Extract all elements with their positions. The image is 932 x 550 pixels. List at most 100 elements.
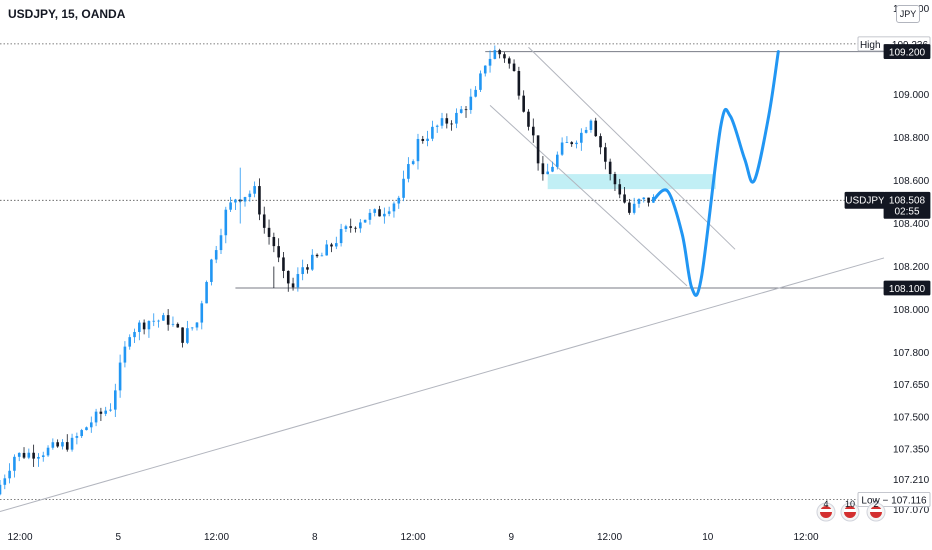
- candle-body: [291, 283, 295, 288]
- y-tick-label: 108.600: [893, 176, 930, 187]
- candle-body: [205, 281, 208, 304]
- event-count: 10: [845, 499, 855, 509]
- y-tick-label: 108.400: [893, 219, 930, 230]
- candle-body: [580, 132, 583, 143]
- candle-body: [296, 274, 300, 288]
- candle-body: [503, 54, 506, 59]
- symbol-tag-text: USDJPY: [845, 195, 885, 206]
- candle-body: [267, 227, 271, 237]
- candle-body: [310, 254, 314, 270]
- candle-body: [623, 194, 626, 203]
- y-tick-label: 107.210: [893, 475, 930, 486]
- price-tags: High − 109.236109.200USDJPY108.50802:551…: [816, 36, 931, 522]
- candle-body: [546, 171, 549, 175]
- candle-body: [0, 484, 2, 495]
- candle-body: [61, 442, 64, 447]
- candle-body: [407, 164, 410, 179]
- candle-body: [373, 209, 377, 213]
- candle-body: [118, 362, 122, 391]
- candle-body: [99, 411, 103, 414]
- candle-body: [32, 452, 35, 459]
- candle-body: [498, 50, 501, 55]
- candle-body: [440, 118, 444, 126]
- candle-body: [368, 212, 372, 220]
- candle-body: [459, 109, 463, 113]
- candle-body: [426, 138, 429, 141]
- channel-lower: [489, 104, 688, 287]
- candle-body: [114, 390, 117, 410]
- candle-body: [128, 337, 132, 347]
- candle-body: [599, 136, 602, 148]
- event-count: 2: [873, 499, 878, 509]
- candle-body: [262, 214, 266, 228]
- projection-curve: [651, 50, 780, 297]
- candle-body: [37, 456, 40, 459]
- x-tick-label: 12:00: [793, 532, 818, 543]
- candle-body: [253, 186, 256, 194]
- candle-body: [541, 163, 545, 175]
- candle-body: [483, 65, 487, 74]
- candle-body: [349, 226, 353, 228]
- candle-body: [416, 138, 420, 162]
- candle-body: [214, 250, 218, 260]
- candle-body: [647, 197, 650, 203]
- currency-button[interactable]: JPY: [896, 5, 920, 23]
- candle-body: [41, 455, 45, 457]
- candle-body: [421, 138, 425, 141]
- x-tick-label: 5: [115, 532, 121, 543]
- upper-level-tag-box: [883, 44, 931, 59]
- candle-body: [330, 244, 333, 247]
- drawing-layer: [0, 43, 885, 513]
- candle-body: [157, 320, 160, 322]
- y-tick-label: 108.800: [893, 133, 930, 144]
- candle-body: [89, 422, 93, 428]
- event-count: 4: [823, 499, 828, 509]
- flag-icon-stripe: [870, 509, 882, 512]
- candle-body: [613, 174, 617, 185]
- candle-body: [243, 197, 247, 202]
- candle-body: [315, 254, 319, 257]
- candle-body: [556, 154, 559, 167]
- candle-body: [411, 161, 415, 165]
- low-price-tag: Low − 107.116: [857, 492, 931, 507]
- candle-body: [152, 320, 156, 322]
- candle-body: [301, 267, 304, 275]
- last-price-tag-text: 02:55: [894, 206, 919, 217]
- candles: [0, 45, 655, 496]
- y-tick-label: 107.800: [893, 348, 930, 359]
- y-tick-label: 108.000: [893, 305, 930, 316]
- last-price-tag-box: [883, 191, 931, 219]
- candle-body: [642, 197, 646, 200]
- candle-body: [474, 89, 477, 97]
- candle-body: [171, 323, 175, 325]
- y-tick-label: 109.000: [893, 90, 930, 101]
- candle-body: [589, 120, 593, 130]
- x-tick-label: 8: [312, 532, 318, 543]
- candle-body: [186, 328, 189, 343]
- candle-body: [282, 257, 285, 271]
- candle-body: [531, 126, 535, 136]
- candle-body: [575, 142, 578, 145]
- candle-body: [190, 327, 194, 329]
- candle-body: [181, 327, 184, 343]
- y-tick-label: 107.070: [893, 505, 930, 516]
- candle-body: [56, 442, 59, 447]
- candle-body: [306, 267, 309, 270]
- candle-body: [402, 178, 405, 198]
- candle-body: [339, 229, 343, 244]
- candle-body: [488, 58, 492, 66]
- candle-body: [166, 315, 170, 325]
- y-tick-label: 107.500: [893, 412, 930, 423]
- candle-body: [632, 203, 636, 213]
- candle-body: [445, 118, 449, 124]
- candle-body: [618, 184, 622, 195]
- lower-level-tag-text: 108.100: [889, 284, 926, 295]
- candle-body: [17, 452, 21, 457]
- y-tick-label: 108.200: [893, 262, 930, 273]
- candle-body: [512, 63, 516, 72]
- candle-body: [195, 322, 199, 328]
- candle-body: [325, 244, 328, 256]
- low-price-tag-text: Low − 107.116: [861, 496, 927, 507]
